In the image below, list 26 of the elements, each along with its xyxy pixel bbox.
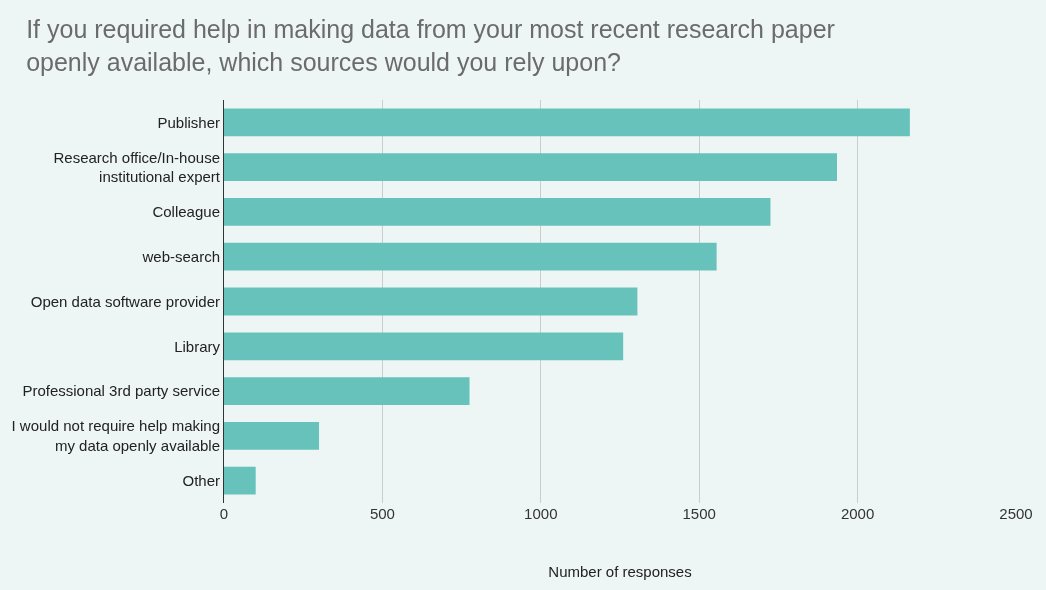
y-tick-label: Research office/In-house institutional expert — [53, 148, 221, 186]
x-tick-label: 1000 — [524, 505, 558, 522]
x-tick-label: 2000 — [840, 505, 875, 522]
y-tick-label: I would not require help making my data openly available — [11, 417, 220, 454]
chart-title: If you required help in making data from your most recent research paper openly available, which sources would you rely upon? — [26, 15, 835, 76]
y-tick-label: Colleague — [152, 203, 220, 221]
bar — [224, 466, 256, 495]
x-axis-title: Number of responses — [548, 563, 692, 580]
y-tick-label: Publisher — [157, 113, 220, 131]
y-tick-label: web-search — [141, 247, 220, 265]
bar — [224, 198, 771, 226]
y-tick-label: Library — [174, 337, 221, 355]
y-tick-label: Professional 3rd party service — [22, 382, 220, 400]
x-tick-label: 0 — [219, 505, 229, 522]
x-tick-label: 2500 — [999, 505, 1033, 522]
y-tick-label: Other — [182, 471, 220, 489]
bar — [224, 377, 470, 405]
bar — [224, 332, 624, 361]
bar — [224, 242, 717, 271]
bar — [224, 421, 320, 450]
bar — [224, 153, 838, 182]
bar — [224, 108, 910, 137]
bar — [224, 287, 638, 316]
y-tick-label: Open data software provider — [30, 292, 220, 310]
x-tick-label: 1500 — [682, 505, 716, 522]
x-tick-label: 500 — [369, 505, 395, 522]
